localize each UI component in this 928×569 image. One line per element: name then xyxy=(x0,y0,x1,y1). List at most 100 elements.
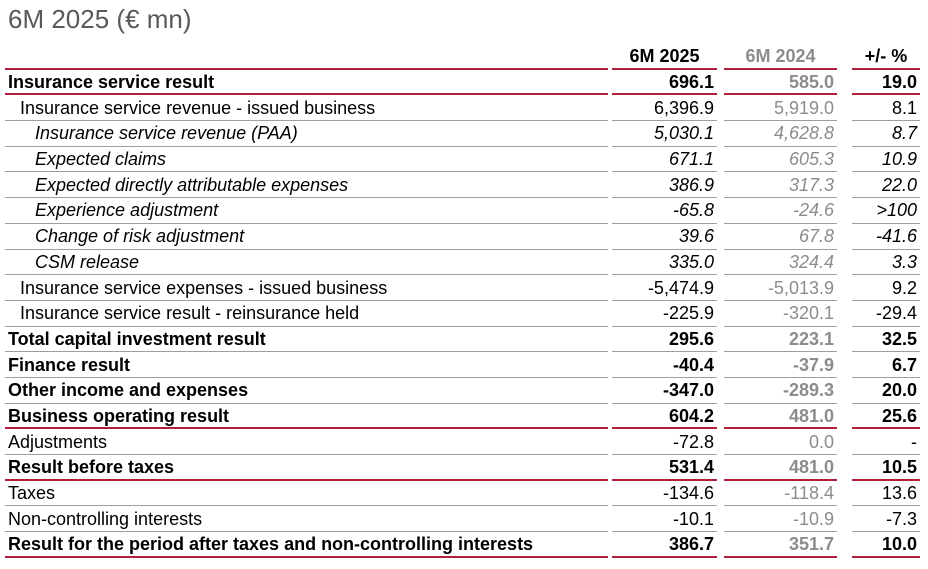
table-row: Experience adjustment -65.8 -24.6 >100 xyxy=(0,198,928,224)
value-6m-2024: 585.0 xyxy=(724,70,837,96)
row-label: Insurance service result xyxy=(5,70,608,96)
row-label: Insurance service revenue (PAA) xyxy=(5,121,608,147)
row-label: Total capital investment result xyxy=(5,327,608,353)
value-change-pct: -41.6 xyxy=(852,224,920,250)
table-row: Expected directly attributable expenses 3… xyxy=(0,172,928,198)
table-row: Other income and expenses -347.0 -289.3 20.… xyxy=(0,378,928,404)
row-label: Insurance service revenue - issued busin… xyxy=(5,95,608,121)
row-label: CSM release xyxy=(5,250,608,276)
value-6m-2025: 5,030.1 xyxy=(612,121,717,147)
value-6m-2024: 481.0 xyxy=(724,455,837,481)
table-row: CSM release 335.0 324.4 3.3 xyxy=(0,250,928,276)
row-label: Experience adjustment xyxy=(5,198,608,224)
row-label: Expected claims xyxy=(5,147,608,173)
results-table: 6M 2025 6M 2024 +/- % Insurance service … xyxy=(0,44,928,558)
value-6m-2024: 67.8 xyxy=(724,224,837,250)
table-row: Insurance service revenue - issued busin… xyxy=(0,95,928,121)
row-label: Adjustments xyxy=(5,429,608,455)
value-6m-2024: -118.4 xyxy=(724,481,837,507)
value-6m-2024: -10.9 xyxy=(724,506,837,532)
row-label: Business operating result xyxy=(5,404,608,430)
row-label: Insurance service result - reinsurance h… xyxy=(5,301,608,327)
value-6m-2025: -72.8 xyxy=(612,429,717,455)
row-label: Non-controlling interests xyxy=(5,506,608,532)
table-row: Result before taxes 531.4 481.0 10.5 xyxy=(0,455,928,481)
row-label: Result before taxes xyxy=(5,455,608,481)
table-row: Business operating result 604.2 481.0 25.6 xyxy=(0,404,928,430)
table-row: Taxes -134.6 -118.4 13.6 xyxy=(0,481,928,507)
value-6m-2025: 386.7 xyxy=(612,532,717,558)
table-row: Insurance service expenses - issued busi… xyxy=(0,275,928,301)
value-change-pct: 8.1 xyxy=(852,95,920,121)
value-6m-2025: -10.1 xyxy=(612,506,717,532)
value-6m-2024: 0.0 xyxy=(724,429,837,455)
page-title: 6M 2025 (€ mn) xyxy=(8,4,192,34)
value-6m-2024: 223.1 xyxy=(724,327,837,353)
header-change-pct: +/- % xyxy=(852,44,920,70)
value-change-pct: - xyxy=(852,429,920,455)
value-change-pct: 3.3 xyxy=(852,250,920,276)
header-label-cell xyxy=(5,44,608,70)
value-6m-2025: 531.4 xyxy=(612,455,717,481)
table-row: Expected claims 671.1 605.3 10.9 xyxy=(0,147,928,173)
value-6m-2024: 5,919.0 xyxy=(724,95,837,121)
table-row: Change of risk adjustment 39.6 67.8 -41.6 xyxy=(0,224,928,250)
value-change-pct: 10.9 xyxy=(852,147,920,173)
value-change-pct: 25.6 xyxy=(852,404,920,430)
value-6m-2024: -289.3 xyxy=(724,378,837,404)
value-change-pct: 19.0 xyxy=(852,70,920,96)
value-6m-2024: 351.7 xyxy=(724,532,837,558)
value-6m-2025: 295.6 xyxy=(612,327,717,353)
table-row: Insurance service result - reinsurance h… xyxy=(0,301,928,327)
row-label: Finance result xyxy=(5,352,608,378)
value-6m-2024: 4,628.8 xyxy=(724,121,837,147)
value-6m-2024: 481.0 xyxy=(724,404,837,430)
table-header-row: 6M 2025 6M 2024 +/- % xyxy=(0,44,928,70)
value-change-pct: 10.5 xyxy=(852,455,920,481)
table-row: Insurance service result 696.1 585.0 19.0 xyxy=(0,70,928,96)
value-change-pct: >100 xyxy=(852,198,920,224)
value-6m-2024: 324.4 xyxy=(724,250,837,276)
value-6m-2025: -5,474.9 xyxy=(612,275,717,301)
value-6m-2024: -24.6 xyxy=(724,198,837,224)
value-6m-2025: 6,396.9 xyxy=(612,95,717,121)
value-6m-2024: -320.1 xyxy=(724,301,837,327)
row-label: Taxes xyxy=(5,481,608,507)
value-6m-2025: 671.1 xyxy=(612,147,717,173)
header-6m-2024: 6M 2024 xyxy=(724,44,837,70)
value-6m-2025: 696.1 xyxy=(612,70,717,96)
value-6m-2024: 605.3 xyxy=(724,147,837,173)
value-change-pct: 9.2 xyxy=(852,275,920,301)
value-change-pct: 10.0 xyxy=(852,532,920,558)
value-change-pct: -29.4 xyxy=(852,301,920,327)
value-6m-2024: 317.3 xyxy=(724,172,837,198)
table-body: Insurance service result 696.1 585.0 19.0 In… xyxy=(0,70,928,558)
table-row: Result for the period after taxes and no… xyxy=(0,532,928,558)
value-6m-2025: -347.0 xyxy=(612,378,717,404)
row-label: Insurance service expenses - issued busi… xyxy=(5,275,608,301)
header-6m-2025: 6M 2025 xyxy=(612,44,717,70)
row-label: Change of risk adjustment xyxy=(5,224,608,250)
value-6m-2025: -40.4 xyxy=(612,352,717,378)
value-6m-2025: 604.2 xyxy=(612,404,717,430)
table-row: Finance result -40.4 -37.9 6.7 xyxy=(0,352,928,378)
value-6m-2025: 335.0 xyxy=(612,250,717,276)
value-change-pct: 6.7 xyxy=(852,352,920,378)
table-row: Insurance service revenue (PAA) 5,030.1 4,… xyxy=(0,121,928,147)
row-label: Result for the period after taxes and no… xyxy=(5,532,608,558)
value-6m-2024: -37.9 xyxy=(724,352,837,378)
value-change-pct: 20.0 xyxy=(852,378,920,404)
value-6m-2025: -65.8 xyxy=(612,198,717,224)
row-label: Expected directly attributable expenses xyxy=(5,172,608,198)
table-row: Non-controlling interests -10.1 -10.9 -7.3 xyxy=(0,506,928,532)
value-6m-2025: -225.9 xyxy=(612,301,717,327)
table-row: Total capital investment result 295.6 223.… xyxy=(0,327,928,353)
value-change-pct: 13.6 xyxy=(852,481,920,507)
value-change-pct: 22.0 xyxy=(852,172,920,198)
row-label: Other income and expenses xyxy=(5,378,608,404)
value-6m-2025: 39.6 xyxy=(612,224,717,250)
value-change-pct: -7.3 xyxy=(852,506,920,532)
value-change-pct: 32.5 xyxy=(852,327,920,353)
value-change-pct: 8.7 xyxy=(852,121,920,147)
table-row: Adjustments -72.8 0.0- xyxy=(0,429,928,455)
